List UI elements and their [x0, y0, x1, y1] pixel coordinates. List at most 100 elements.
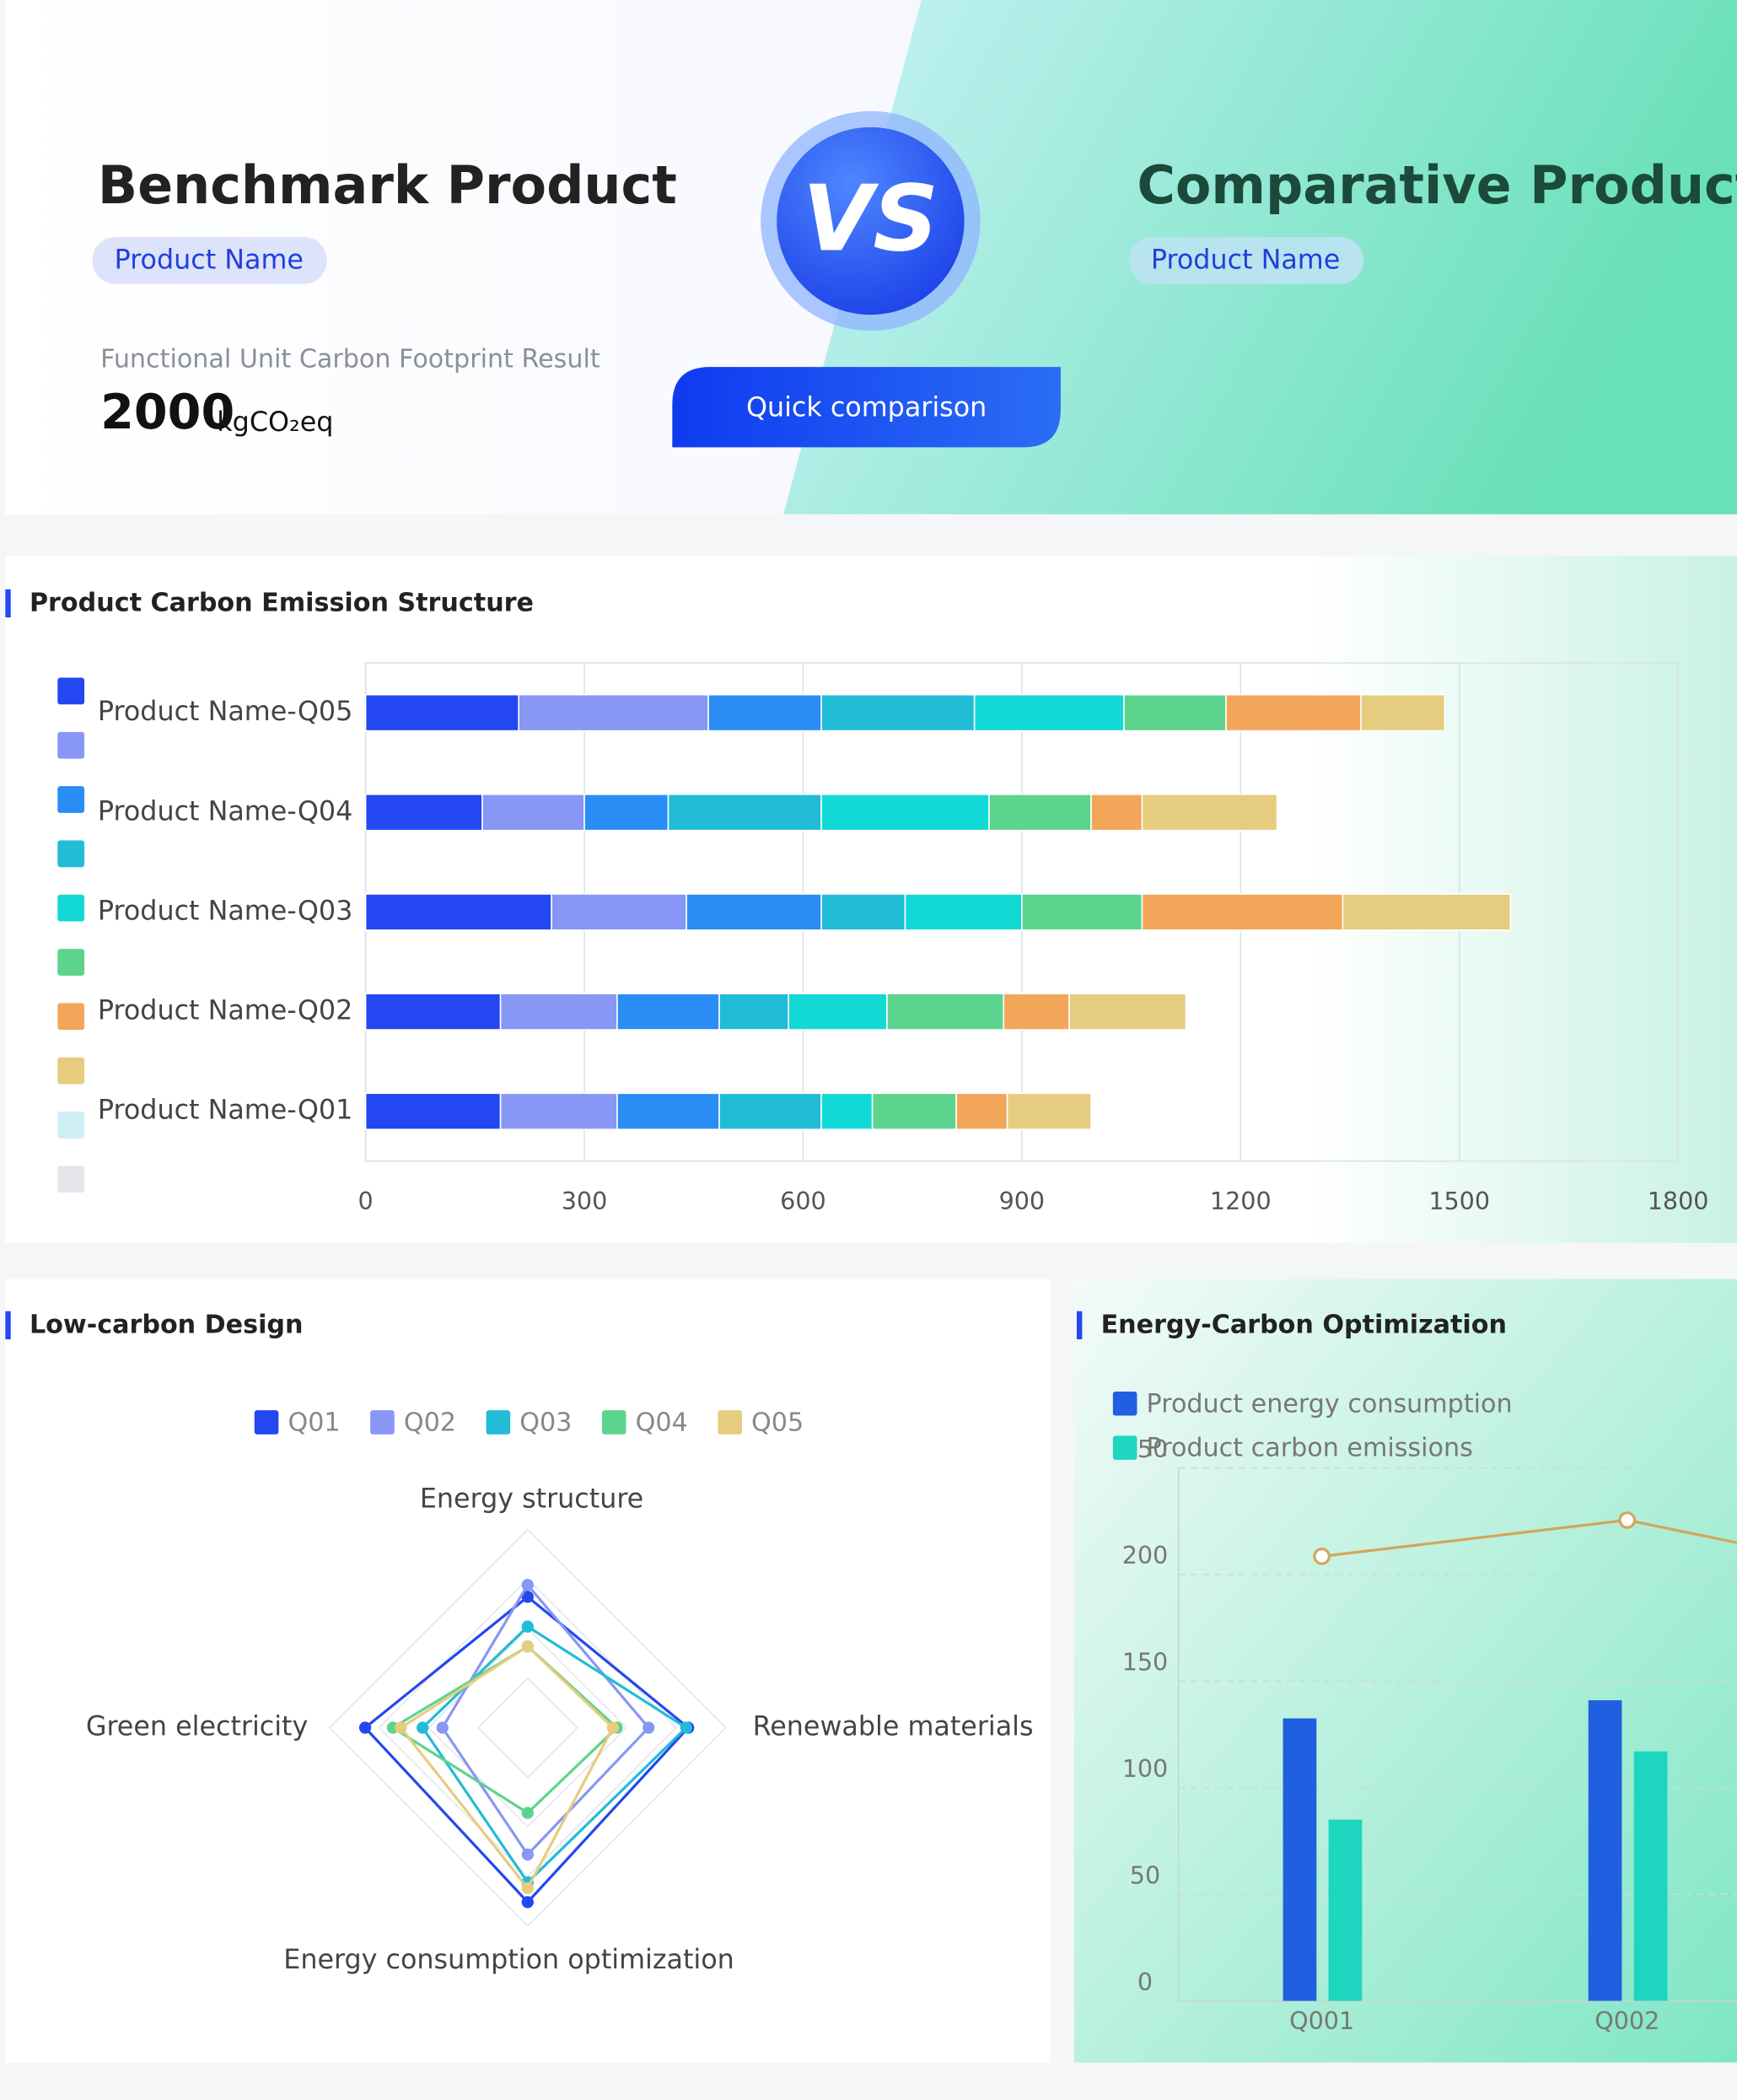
- bar-segment: [871, 1092, 957, 1130]
- legend-label: Q02: [404, 1408, 456, 1438]
- radar-point: [521, 1896, 534, 1909]
- bar-segment: [686, 893, 822, 931]
- bar-segment: [364, 1092, 502, 1130]
- radar-point: [521, 1579, 534, 1591]
- bar-segment: [364, 794, 483, 832]
- bar-segment: [707, 693, 822, 732]
- x-tick-label: Q002: [1594, 2006, 1659, 2035]
- bar-segment: [1021, 893, 1143, 931]
- bar-segment: [1141, 893, 1344, 931]
- y-tick-label: 50: [1130, 1860, 1160, 1889]
- legend-swatch: [254, 1410, 279, 1435]
- comparative-title: Comparative Product: [1137, 155, 1737, 216]
- bar-segment: [973, 693, 1125, 732]
- bar-segment: [667, 794, 822, 832]
- x-tick-label: Q001: [1289, 2006, 1354, 2035]
- legend-swatch: [57, 1166, 85, 1193]
- y-tick-label: 200: [1122, 1541, 1169, 1570]
- legend-swatch: [57, 677, 85, 705]
- bar-segment: [955, 1092, 1008, 1130]
- bar-segment: [1003, 993, 1070, 1031]
- legend-label: Q04: [636, 1408, 688, 1438]
- button-label[interactable]: Quick comparison: [746, 392, 987, 423]
- line-point: [1313, 1548, 1331, 1565]
- panel-title: Energy-Carbon Optimization: [1101, 1311, 1507, 1340]
- legend-swatch: [57, 1112, 85, 1139]
- bar-segment: [718, 1092, 822, 1130]
- indicator-label: Green electricity: [86, 1712, 308, 1742]
- indicator-label: Renewable materials: [753, 1712, 1034, 1742]
- bar: [1633, 1751, 1668, 2001]
- y-tick-label: 100: [1122, 1754, 1169, 1783]
- legend-swatch: [57, 1057, 85, 1085]
- legend-swatch: [718, 1410, 742, 1435]
- bar-segment: [820, 794, 990, 832]
- bar-segment: [616, 993, 720, 1031]
- panel: [1073, 1279, 1737, 2063]
- radar-point: [521, 1848, 534, 1861]
- bar-segment: [1225, 693, 1362, 732]
- bar-segment: [1141, 794, 1278, 832]
- bar-segment: [820, 893, 906, 931]
- legend-label: Q05: [751, 1408, 804, 1438]
- bar-segment: [788, 993, 888, 1031]
- x-tick-label: 1200: [1210, 1187, 1272, 1215]
- y-tick-label: Product Name-Q03: [98, 896, 352, 926]
- legend-swatch: [57, 1003, 85, 1031]
- legend-swatch: [370, 1410, 395, 1435]
- legend-label: Q03: [519, 1408, 572, 1438]
- vs-badge: [777, 127, 965, 315]
- radar-point: [521, 1882, 534, 1895]
- legend-swatch: [1112, 1435, 1137, 1460]
- legend-swatch: [57, 840, 85, 868]
- x-tick-label: 600: [780, 1187, 826, 1215]
- x-tick-label: 300: [562, 1187, 608, 1215]
- bar-segment: [616, 1092, 720, 1130]
- indicator-label: Energy consumption optimization: [283, 1945, 734, 1975]
- radar-point: [521, 1640, 534, 1653]
- benchmark-name: Product Name: [115, 245, 304, 276]
- bar: [1283, 1718, 1317, 2001]
- y-tick-label: 150: [1122, 1648, 1169, 1677]
- bar-segment: [820, 693, 976, 732]
- radar-point: [606, 1721, 620, 1734]
- title-marker: [5, 589, 11, 618]
- bar-segment: [364, 693, 519, 732]
- result-label: Functional Unit Carbon Footprint Result: [100, 345, 600, 374]
- benchmark-title: Benchmark Product: [98, 155, 677, 216]
- bar-segment: [1068, 993, 1187, 1031]
- x-tick-label: 0: [358, 1187, 374, 1215]
- bar-segment: [583, 794, 670, 832]
- bar-segment: [718, 993, 789, 1031]
- radar-point: [395, 1721, 407, 1734]
- result-value: 2000: [100, 385, 234, 440]
- quick-comparison-button[interactable]: [672, 367, 1061, 448]
- radar-point: [680, 1721, 692, 1734]
- bar: [1588, 1700, 1622, 2001]
- result-unit: kgCO₂eq: [217, 407, 333, 438]
- bar-segment: [1006, 1092, 1092, 1130]
- bar-segment: [1090, 794, 1143, 832]
- panel-title: Low-carbon Design: [30, 1311, 304, 1340]
- legend-swatch: [601, 1410, 627, 1435]
- legend-label: Q01: [288, 1408, 340, 1438]
- indicator-label: Energy structure: [420, 1484, 643, 1515]
- line-point: [1618, 1511, 1637, 1529]
- name-pill: [92, 237, 327, 284]
- title-marker: [1076, 1311, 1083, 1340]
- legend-swatch: [57, 949, 85, 976]
- y-tick-label: Product Name-Q05: [98, 697, 352, 727]
- y-tick-label: Product Name-Q02: [98, 996, 352, 1026]
- radar-point: [521, 1591, 534, 1603]
- y-tick-label: 0: [1137, 1968, 1153, 1996]
- x-tick-label: 900: [999, 1187, 1046, 1215]
- legend-label: Product carbon emissions: [1147, 1434, 1473, 1463]
- panel-title: Product Carbon Emission Structure: [30, 589, 534, 618]
- bar-segment: [1123, 693, 1227, 732]
- bar-segment: [364, 993, 502, 1031]
- radar-point: [643, 1721, 655, 1734]
- legend-swatch: [57, 731, 85, 759]
- bar-segment: [904, 893, 1023, 931]
